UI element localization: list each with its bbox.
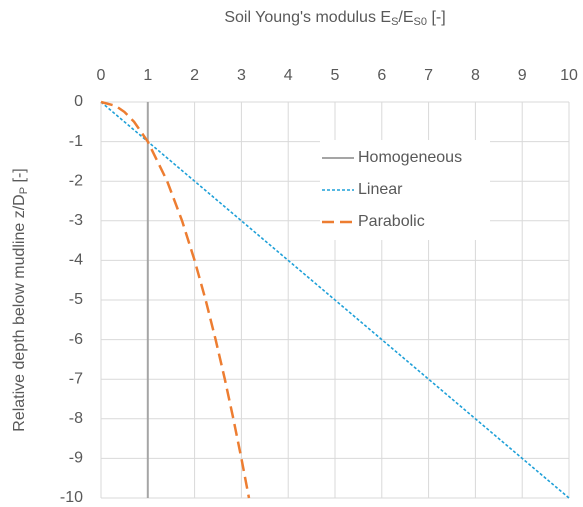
x-tick-label: 4	[284, 67, 293, 84]
legend-label: Linear	[358, 181, 403, 198]
x-tick-label: 10	[560, 67, 578, 84]
x-tick-label: 0	[97, 67, 106, 84]
y-tick-label: -6	[69, 331, 83, 348]
y-tick-label: -10	[60, 489, 83, 506]
x-tick-label: 5	[331, 67, 340, 84]
y-axis-label: Relative depth below mudline z/DP [-]	[11, 168, 30, 431]
y-tick-label: -1	[69, 133, 83, 150]
x-tick-label: 7	[424, 67, 433, 84]
y-tick-label: 0	[74, 93, 83, 110]
legend-label: Homogeneous	[358, 149, 462, 166]
x-tick-label: 9	[518, 67, 527, 84]
y-tick-label: -9	[69, 450, 83, 467]
y-tick-label: -2	[69, 172, 83, 189]
y-tick-label: -8	[69, 410, 83, 427]
x-tick-label: 3	[237, 67, 246, 84]
data-line	[100, 100, 251, 499]
y-tick-label: -7	[69, 370, 83, 387]
y-tick-label: -4	[69, 252, 83, 269]
x-tick-label: 2	[190, 67, 199, 84]
legend-label: Parabolic	[358, 213, 425, 230]
x-axis-label: Soil Young's modulus ES/ES0 [-]	[224, 9, 445, 28]
x-tick-label: 1	[143, 67, 152, 84]
y-tick-label: -5	[69, 291, 83, 308]
data-line	[100, 101, 570, 499]
x-tick-label: 8	[471, 67, 480, 84]
x-tick-label: 6	[377, 67, 386, 84]
y-tick-label: -3	[69, 212, 83, 229]
